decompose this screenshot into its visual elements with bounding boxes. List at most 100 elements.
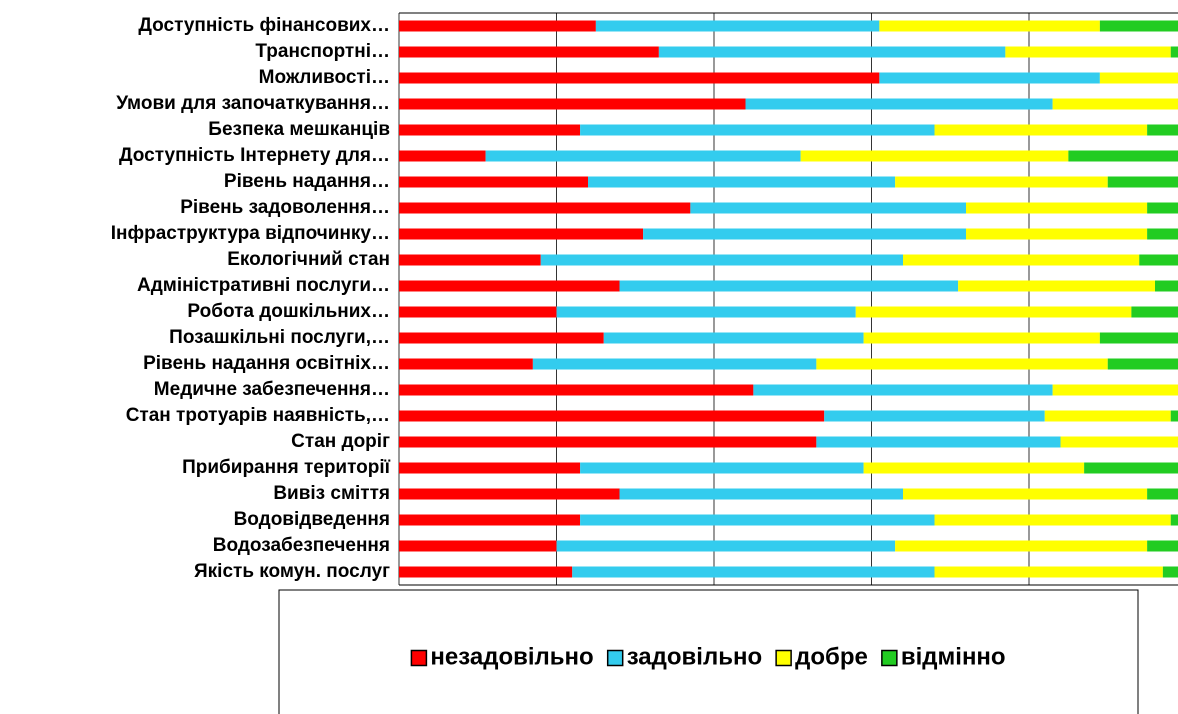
y-tick-label: Транспортні…	[255, 41, 390, 62]
bar-segment	[934, 566, 1163, 578]
bar-segment	[879, 72, 1100, 84]
legend-swatch	[775, 649, 792, 667]
bar-segment	[1155, 280, 1178, 292]
y-tick-label: Якість комун. послуг	[194, 561, 390, 582]
bar-segment	[399, 306, 557, 318]
bar-segment	[1060, 436, 1178, 448]
bar-segment	[824, 410, 1045, 422]
y-tick-label: Рівень надання освітніх…	[143, 353, 390, 374]
bar-segment	[895, 540, 1148, 552]
bar-segment	[1107, 358, 1178, 370]
bar-segment	[1170, 46, 1178, 58]
bar-segment	[934, 514, 1171, 526]
bar-segment	[1170, 514, 1178, 526]
bar-segment	[399, 124, 581, 136]
bar-segment	[958, 280, 1155, 292]
bar-segment	[399, 46, 659, 58]
bar-segment	[934, 124, 1148, 136]
bar-segment	[1170, 410, 1178, 422]
bar-segment	[816, 436, 1061, 448]
y-tick-label: Адміністративні послуги…	[137, 275, 390, 296]
legend-label: незадовільно	[430, 643, 593, 670]
bar-segment	[966, 228, 1148, 240]
legend-swatch	[881, 649, 898, 667]
y-tick-label: Можливості…	[259, 67, 390, 88]
legend-label: добре	[795, 643, 868, 670]
bar-segment	[879, 20, 1100, 32]
bar-segment	[895, 176, 1108, 188]
bar-segment	[399, 332, 604, 344]
bar-segment	[966, 202, 1148, 214]
bar-segment	[603, 332, 864, 344]
bar-segment	[1107, 176, 1178, 188]
bar-segment	[399, 410, 825, 422]
y-tick-label: Стан тротуарів наявність,…	[126, 405, 390, 426]
bar-segment	[399, 566, 573, 578]
y-tick-label: Рівень задоволення…	[180, 197, 390, 218]
bar-segment	[863, 462, 1085, 474]
bar-segment	[800, 150, 1069, 162]
bar-segment	[595, 20, 880, 32]
bar-segment	[1147, 202, 1178, 214]
bar-segment	[1005, 46, 1171, 58]
bar-segment	[1099, 20, 1178, 32]
bar-segment	[1052, 384, 1178, 396]
bar-segment	[399, 228, 644, 240]
bar-segment	[556, 540, 896, 552]
y-tick-label: Доступність Інтернету для…	[119, 145, 390, 166]
bar-segment	[540, 254, 903, 266]
y-tick-label: Безпека мешканців	[208, 119, 390, 140]
bar-segment	[399, 358, 533, 370]
bar-segment	[753, 384, 1053, 396]
bar-segment	[399, 462, 581, 474]
bar-segment	[643, 228, 966, 240]
bar-segment	[399, 384, 754, 396]
legend-swatch	[606, 649, 624, 667]
bar-segment	[556, 306, 856, 318]
bar-segment	[1162, 566, 1178, 578]
y-tick-label: Доступність фінансових…	[138, 15, 390, 36]
bar-segment	[863, 332, 1100, 344]
bar-segment	[690, 202, 966, 214]
y-tick-label: Екологічний стан	[227, 249, 390, 270]
bar-segment	[399, 72, 880, 84]
bar-segment	[399, 514, 581, 526]
bar-segment	[903, 254, 1140, 266]
bar-segment	[1099, 332, 1178, 344]
bar-segment	[399, 254, 541, 266]
y-tick-label: Інфраструктура відпочинку…	[111, 223, 390, 244]
bar-segment	[1068, 150, 1178, 162]
bar-segment	[1147, 540, 1178, 552]
bar-segment	[399, 540, 557, 552]
y-tick-label: Позашкільні послуги,…	[169, 327, 390, 348]
bar-segment	[399, 280, 620, 292]
bar-segment	[580, 462, 864, 474]
bar-segment	[399, 488, 620, 500]
legend-label: відмінно	[901, 643, 1006, 670]
bar-segment	[572, 566, 935, 578]
bar-segment	[855, 306, 1132, 318]
y-tick-label: Прибирання території	[182, 457, 391, 478]
bar-segment	[1099, 72, 1178, 84]
bar-segment	[399, 176, 588, 188]
bar-segment	[903, 488, 1148, 500]
bar-segment	[1147, 488, 1178, 500]
bar-segment	[1131, 306, 1178, 318]
bar-segment	[658, 46, 1006, 58]
bar-segment	[532, 358, 817, 370]
bar-segment	[1139, 254, 1178, 266]
bar-segment	[1084, 462, 1178, 474]
y-tick-label: Умови для започаткування…	[116, 93, 390, 114]
bar-segment	[399, 202, 691, 214]
bar-segment	[588, 176, 896, 188]
bar-segment	[816, 358, 1108, 370]
y-tick-label: Рівень надання…	[224, 171, 390, 192]
bar-segment	[1147, 228, 1178, 240]
bar-segment	[580, 514, 935, 526]
bar-segment	[399, 98, 746, 110]
y-tick-label: Водовідведення	[234, 509, 390, 530]
y-tick-label: Медичне забезпечення…	[154, 379, 390, 400]
bar-segment	[745, 98, 1053, 110]
y-tick-label: Робота дошкільних…	[187, 301, 390, 322]
